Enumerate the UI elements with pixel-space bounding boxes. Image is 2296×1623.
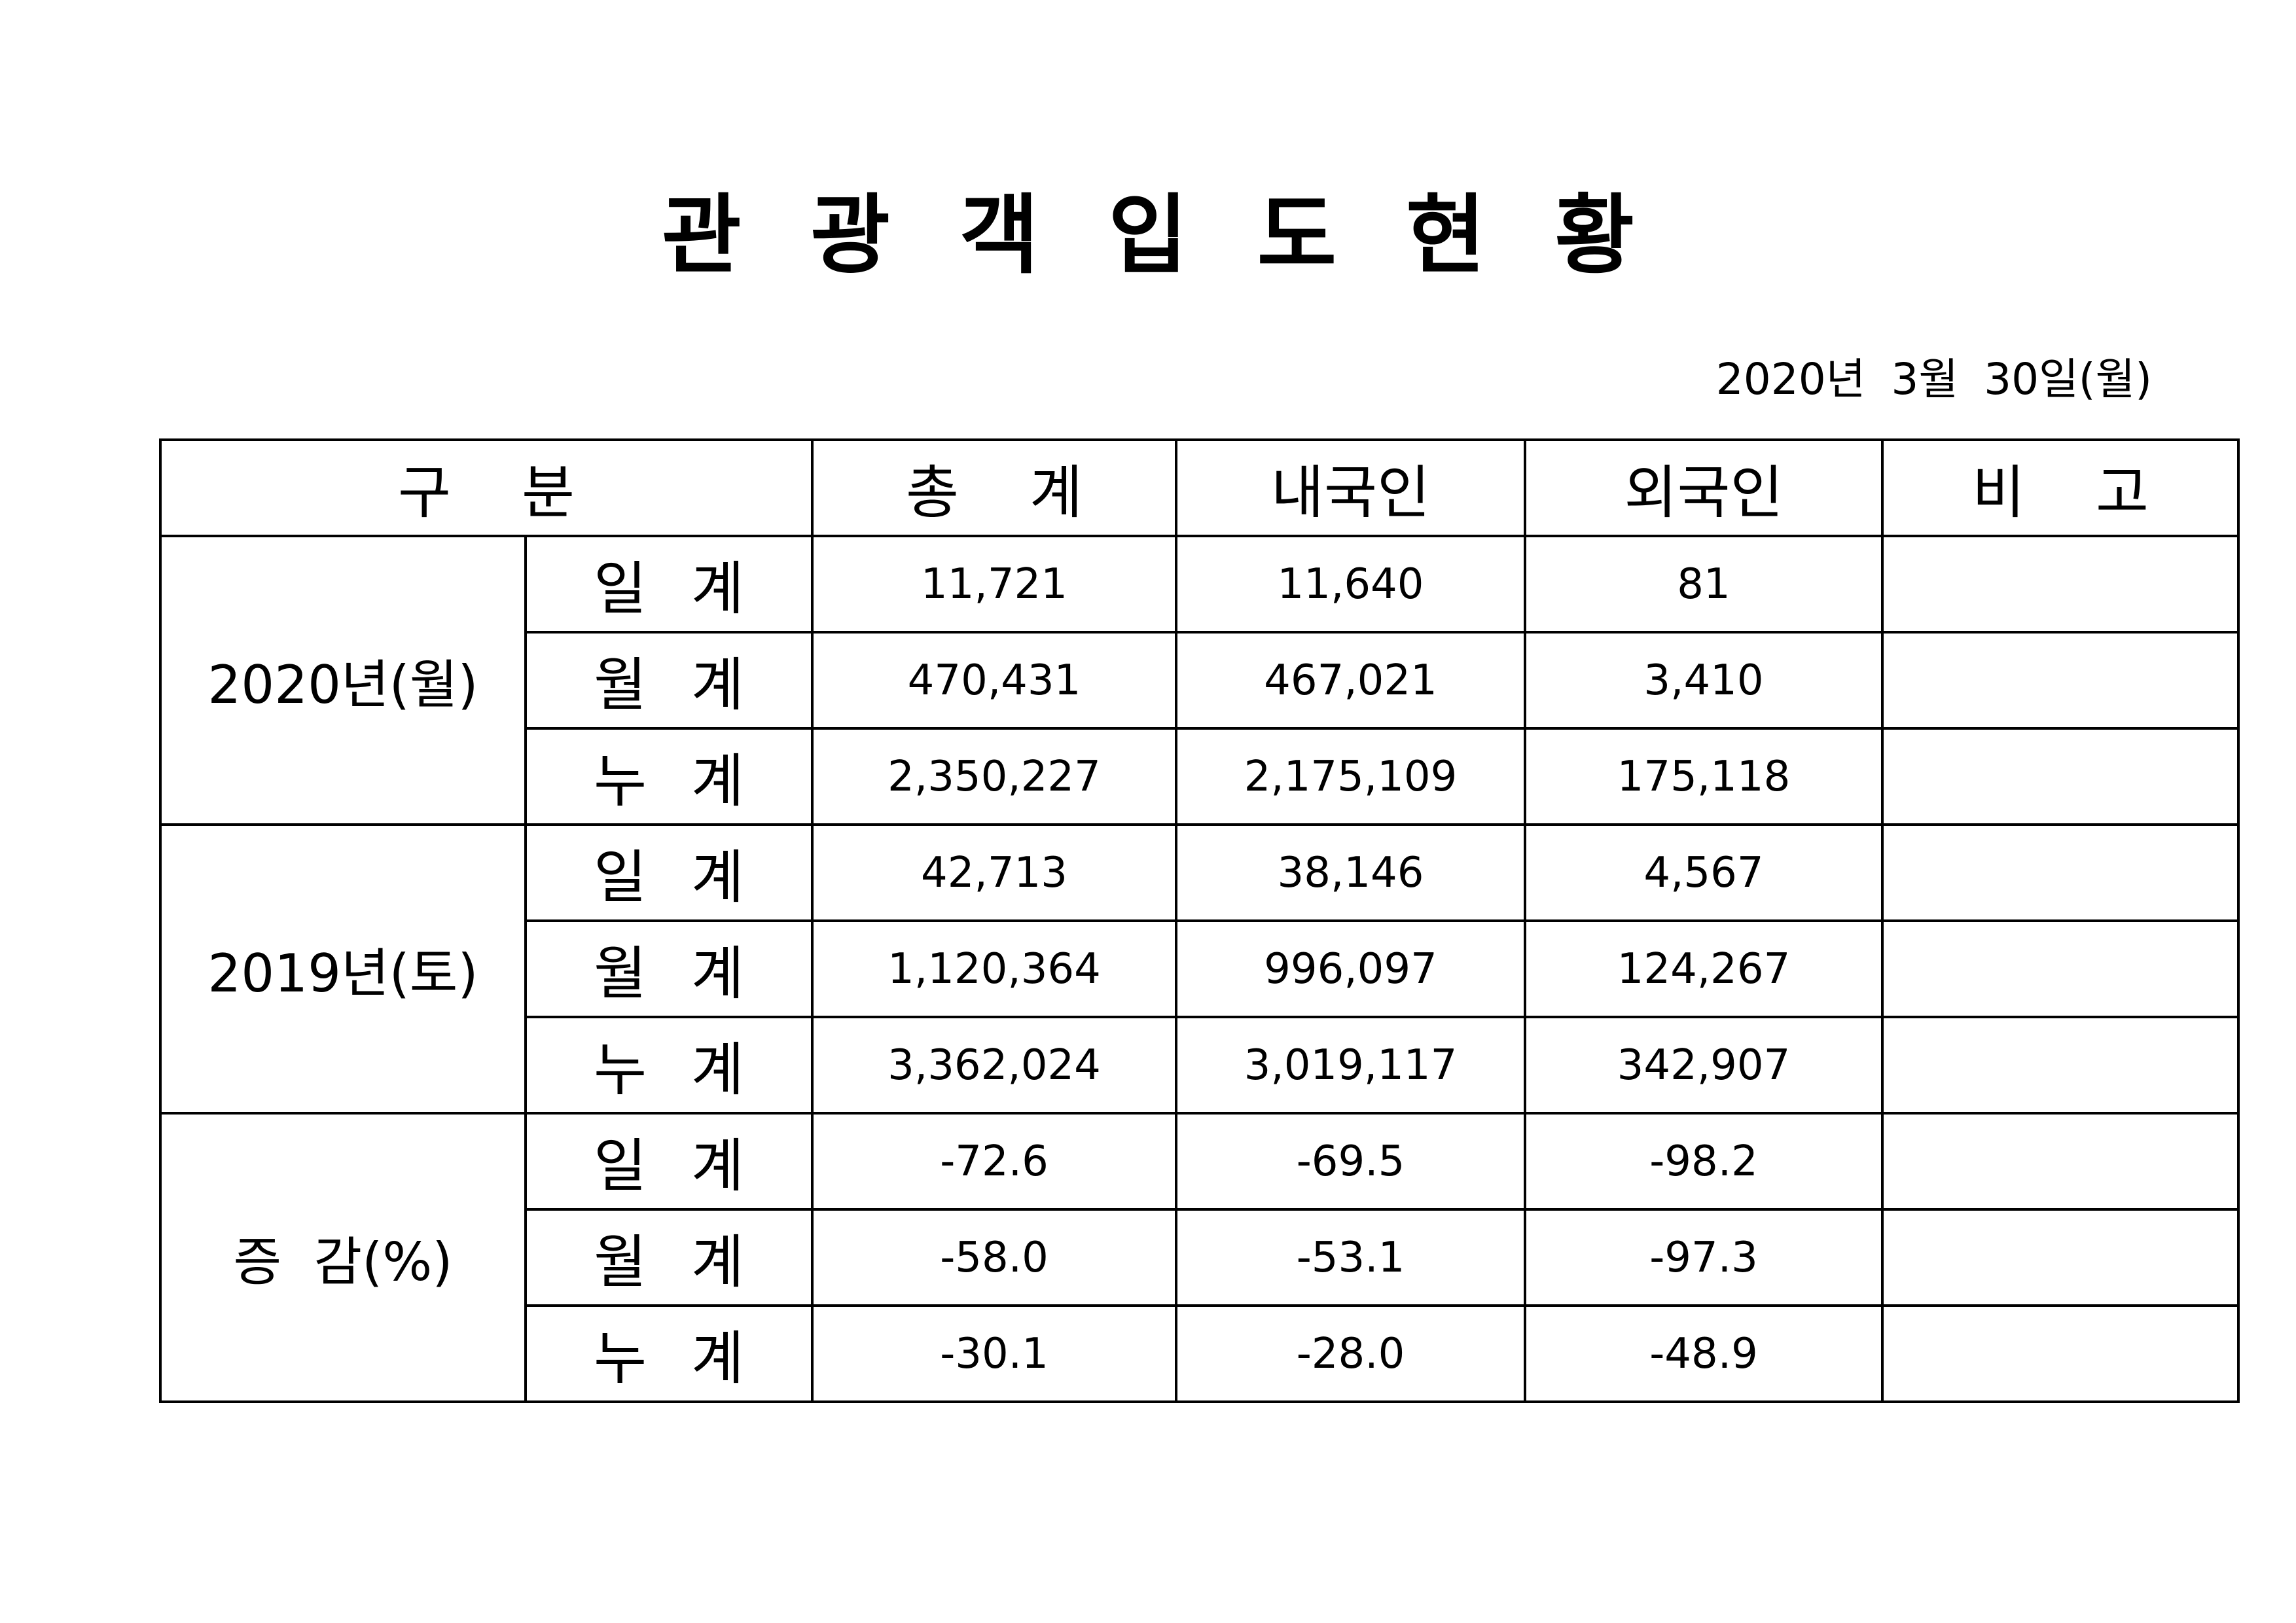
value-cell: 124,267 (1524, 919, 1884, 1018)
row-label: 일 계 (524, 823, 814, 922)
value-cell: -72.6 (811, 1112, 1177, 1211)
value-cell: -53.1 (1175, 1208, 1526, 1307)
value-cell: 38,146 (1175, 823, 1526, 922)
data-row: 월 계 470,431 467,021 3,410 (160, 631, 2240, 730)
header-cell: 비 고 (1881, 438, 2240, 537)
data-row: 2019년(토) 일 계 42,713 38,146 4,567 (159, 823, 2240, 1115)
value-cell: -28.0 (1175, 1304, 1526, 1403)
value-cell: 42,713 (811, 823, 1177, 922)
value-cell: 3,410 (1524, 631, 1884, 730)
value-cell: -48.9 (1524, 1304, 1884, 1403)
title: 관 광 객 입 도 현 황 (662, 185, 1634, 286)
value-cell: -58.0 (811, 1208, 1177, 1307)
value-cell: 2,175,109 (1175, 727, 1526, 826)
value-cell: -97.3 (1524, 1208, 1884, 1307)
group-label: 2019년(토) (159, 823, 527, 1115)
row-label: 월 계 (524, 919, 814, 1018)
data-row: 증 감(%) 일 계 -72.6 -69.5 -98.2 (159, 1112, 2240, 1403)
value-cell: 1,120,364 (811, 919, 1177, 1018)
remark-cell (1881, 727, 2240, 826)
row-label: 누 계 (524, 1016, 814, 1115)
data-row: 월 계 1,120,364 996,097 124,267 (160, 919, 2240, 1018)
remark-cell (1881, 1016, 2240, 1115)
value-cell: 4,567 (1524, 823, 1884, 922)
data-row: 누 계 3,362,024 3,019,117 342,907 (160, 1016, 2240, 1115)
header-cell: 총 계 (811, 438, 1177, 537)
value-cell: 81 (1524, 535, 1884, 633)
group-label: 2020년(월) (159, 535, 527, 826)
data-row: 누 계 -30.1 -28.0 -48.9 (160, 1304, 2240, 1403)
data-row: 월 계 -58.0 -53.1 -97.3 (160, 1208, 2240, 1307)
remark-cell (1881, 631, 2240, 730)
row-label: 일 계 (524, 535, 814, 633)
header-cell: 외국인 (1524, 438, 1884, 537)
group-label: 증 감(%) (159, 1112, 527, 1403)
row-label: 일 계 (524, 1112, 814, 1211)
value-cell: 11,640 (1175, 535, 1526, 633)
data-row: 누 계 2,350,227 2,175,109 175,118 (160, 727, 2240, 826)
value-cell: 3,019,117 (1175, 1016, 1526, 1115)
value-cell: 2,350,227 (811, 727, 1177, 826)
header-cell: 구 분 (159, 438, 814, 537)
date: 2020년 3월 30일(월) (1715, 354, 2152, 404)
value-cell: 342,907 (1524, 1016, 1884, 1115)
remark-cell (1881, 1208, 2240, 1307)
remark-cell (1881, 1304, 2240, 1403)
value-cell: -30.1 (811, 1304, 1177, 1403)
row-label: 누 계 (524, 727, 814, 826)
remark-cell (1881, 535, 2240, 633)
row-label: 누 계 (524, 1304, 814, 1403)
value-cell: 11,721 (811, 535, 1177, 633)
row-label: 월 계 (524, 631, 814, 730)
header-cell: 내국인 (1175, 438, 1526, 537)
value-cell: 470,431 (811, 631, 1177, 730)
remark-cell (1881, 1112, 2240, 1211)
value-cell: 467,021 (1175, 631, 1526, 730)
remark-cell (1881, 919, 2240, 1018)
data-row: 2020년(월) 일 계 11,721 11,640 81 (159, 535, 2240, 826)
value-cell: -98.2 (1524, 1112, 1884, 1211)
remark-cell (1881, 823, 2240, 922)
row-label: 월 계 (524, 1208, 814, 1307)
value-cell: 175,118 (1524, 727, 1884, 826)
value-cell: -69.5 (1175, 1112, 1526, 1211)
value-cell: 3,362,024 (811, 1016, 1177, 1115)
value-cell: 996,097 (1175, 919, 1526, 1018)
